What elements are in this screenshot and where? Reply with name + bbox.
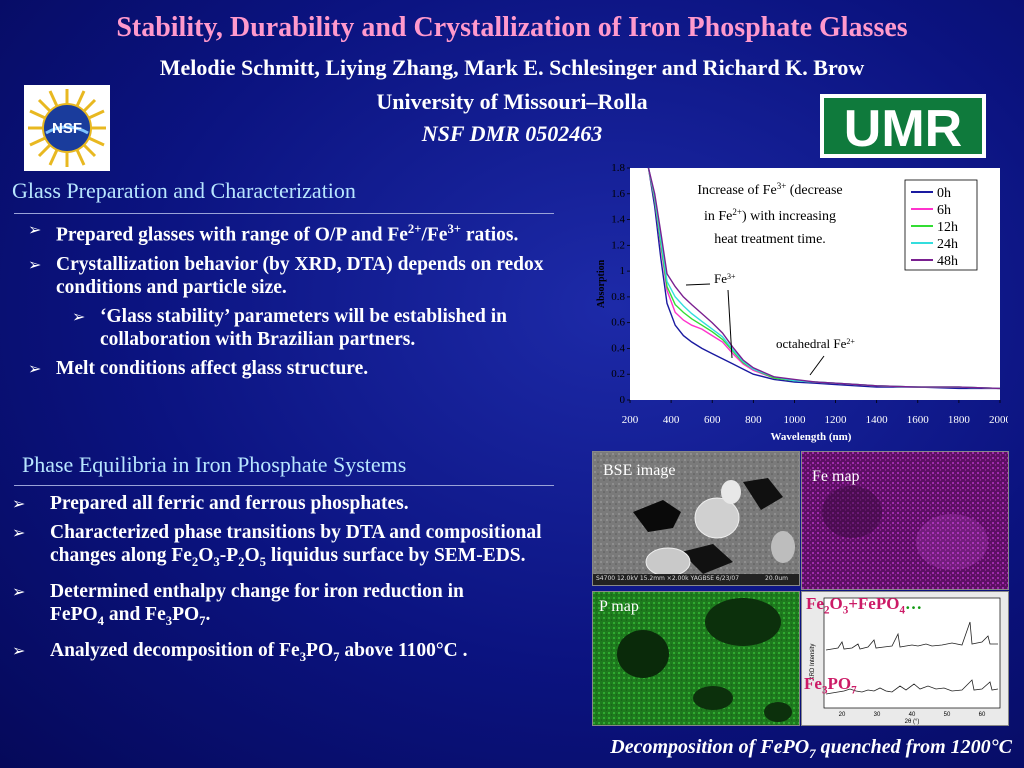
fe-map-panel: Fe map [801,451,1009,590]
xrd-pattern-panel: XRD Intensity 20 30 40 50 60 2θ (°) Fe2O… [801,591,1009,726]
y-tick-label: 0.6 [611,317,625,329]
xrd-tick-label: 30 [874,712,881,718]
x-tick-label: 2000 [989,414,1008,426]
annotation-arrow [685,283,711,286]
xrd-tick-label: 20 [839,712,846,718]
section-title-phase-equilibria: Phase Equilibria in Iron Phosphate Syste… [22,452,407,477]
bullet-item: ➢ Analyzed decomposition of Fe3PO7 above … [12,639,468,664]
chart-annotation-main-line1: Increase of Fe3+ (decrease [697,181,842,198]
section2-bullets: ➢ Prepared all ferric and ferrous phospha… [4,492,564,675]
xrd-tick-label: 40 [909,712,916,718]
arrow-bullet-icon: ➢ [12,494,26,513]
bullet-item: ➢ Prepared all ferric and ferrous phospha… [12,493,409,514]
arrow-bullet-icon: ➢ [12,640,26,660]
y-axis-label: Absorption [596,259,607,308]
umr-logo: UMR [820,94,986,158]
nsf-logo: NSF [24,85,110,171]
xrd-label-fe3po7: Fe3PO7 [804,674,857,697]
section1-bullets: ➢ Prepared glasses with range of O/P and … [20,218,580,386]
x-tick-label: 800 [745,414,762,426]
y-tick-label: 1.4 [611,214,625,226]
chart-annotation-main-line3: heat treatment time. [714,232,826,247]
y-tick-label: 0.2 [611,368,625,380]
sub-bullet-item: ➢ ‘Glass stability’ parameters will be es… [72,305,507,350]
arrow-bullet-icon: ➢ [12,581,26,601]
bullet-item: ➢ Prepared glasses with range of O/P and … [28,220,519,246]
bse-image-label: BSE image [603,462,676,479]
fe-map-label: Fe map [812,468,860,485]
y-tick-label: 0.4 [611,342,625,354]
y-tick-label: 1 [620,265,626,277]
x-tick-label: 400 [663,414,680,426]
section-title-glass-prep: Glass Preparation and Characterization [12,178,356,203]
arrow-bullet-icon: ➢ [12,523,26,542]
xrd-tick-label: 50 [944,712,951,718]
y-tick-label: 1.6 [611,188,625,200]
annotation-arrow [727,289,733,359]
xrd-x-axis-label: 2θ (°) [905,719,920,725]
series-line-0h [647,167,1000,390]
xrd-label-fe2o3-fepo4: Fe2O3+FePO4… [806,594,922,617]
arrow-bullet-icon: ➢ [72,306,86,326]
nsf-logo-text: NSF [52,120,82,137]
x-tick-label: 1400 [866,414,889,426]
y-tick-label: 0.8 [611,291,625,303]
chart-annotation-main-line2: in Fe2+) with increasing [704,207,836,224]
p-map-panel: P map [592,591,800,726]
arrow-bullet-icon: ➢ [28,254,42,274]
umr-logo-text: UMR [844,100,962,158]
annotation-octahedral: octahedral Fe2+ [776,336,855,351]
x-tick-label: 1000 [783,414,806,426]
p-map-label: P map [599,598,639,615]
absorption-chart: 0 0.2 0.4 0.6 0.8 1 1.2 1.4 1.6 1.8 200 400 600 800 1… [596,160,1012,445]
legend-label: 12h [937,220,958,235]
y-tick-label: 0 [620,394,626,406]
bullet-item: ➢ Determined enthalpy change for iron red… [12,580,464,628]
y-tick-label: 1.8 [611,162,625,174]
section-divider [14,485,554,486]
annotation-fe3: Fe3+ [714,271,736,286]
x-tick-label: 1200 [825,414,848,426]
arrow-bullet-icon: ➢ [28,358,42,378]
bse-image-panel: BSE image S4700 12.0kV 15.2mm ×2.00k YAG… [592,451,800,586]
series-line-48h [647,167,1001,390]
x-tick-label: 1600 [907,414,930,426]
bse-image-scale: 20.0um [765,575,789,582]
bullet-item: ➢ Characterized phase transitions by DTA … [12,522,542,569]
section-divider [14,213,554,214]
xrd-tick-label: 60 [979,712,986,718]
legend-label: 48h [937,254,958,269]
x-tick-label: 600 [704,414,721,426]
bullet-item: ➢ Crystallization behavior (by XRD, DTA) … [28,253,544,298]
authors: Melodie Schmitt, Liying Zhang, Mark E. S… [159,55,865,80]
poster-title: Stability, Durability and Crystallizatio… [116,12,908,43]
grant-number: NSF DMR 0502463 [421,121,603,146]
legend-label: 24h [937,237,958,252]
y-tick-label: 1.2 [611,239,625,251]
x-tick-label: 200 [622,414,639,426]
bse-image-footer: S4700 12.0kV 15.2mm ×2.00k YAGBSE 6/23/0… [596,575,740,582]
legend-label: 6h [937,203,951,218]
x-axis-label: Wavelength (nm) [771,431,852,443]
bullet-item: ➢ Melt conditions affect glass structure. [28,357,369,379]
arrow-bullet-icon: ➢ [28,220,42,239]
x-tick-label: 1800 [948,414,971,426]
annotation-arrow [809,355,825,376]
university: University of Missouri–Rolla [376,89,648,114]
xrd-y-axis-label: XRD Intensity [810,644,816,681]
figure-caption: Decomposition of FePO7 quenched from 120… [610,736,1012,761]
legend-label: 0h [937,186,951,201]
